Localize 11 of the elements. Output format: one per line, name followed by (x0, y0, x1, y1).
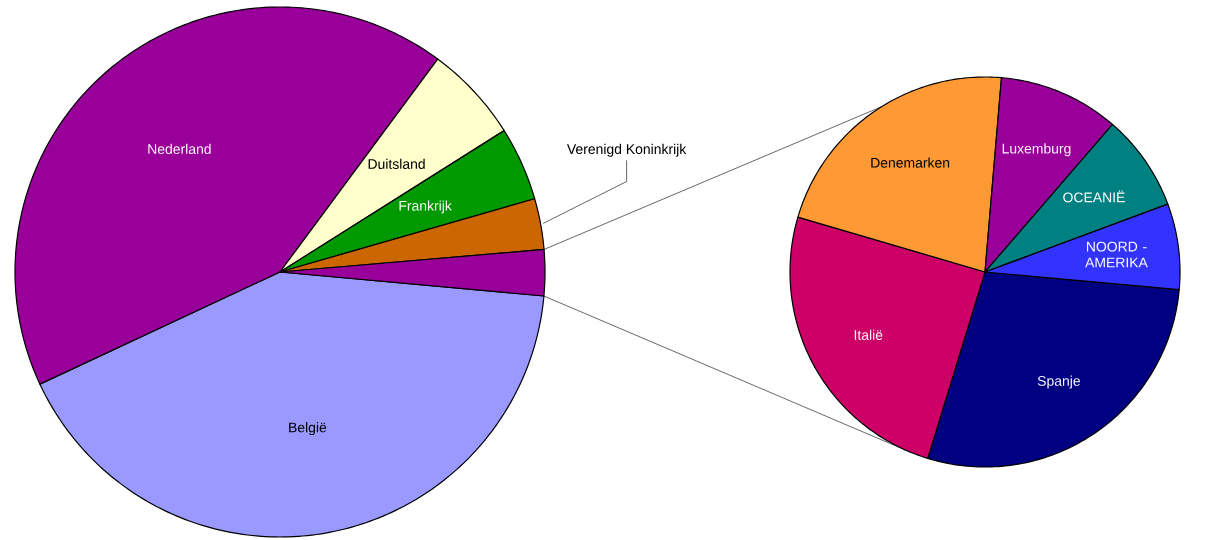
slice-label: NOORD - AMERIKA (1085, 241, 1148, 268)
slice-label: Spanje (1037, 375, 1080, 389)
slice-label: Duitsland (368, 158, 425, 169)
slice-label: Frankrijk (399, 200, 452, 214)
slice-label: Nederland (148, 143, 211, 154)
slice-label: België (289, 422, 327, 436)
slice-label: OCEANIË (1063, 190, 1125, 203)
slice-label: Luxemburg (1002, 143, 1071, 157)
slice-label: Italië (854, 329, 883, 340)
slice-label: Denemarken (871, 157, 950, 168)
slice-label: Verenigd Koninkrijk (566, 143, 687, 157)
